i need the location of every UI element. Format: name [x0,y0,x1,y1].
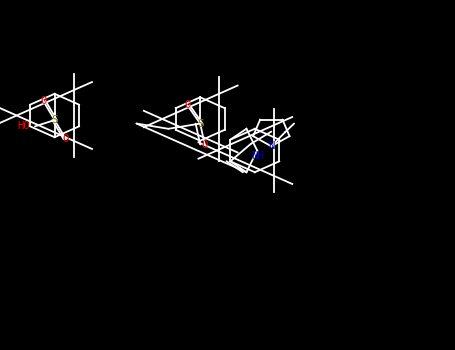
Text: S: S [197,119,203,128]
Text: O: O [184,100,191,110]
Text: HO: HO [17,121,30,131]
Text: O: O [40,96,46,106]
Text: NH: NH [251,151,263,161]
Text: O: O [202,140,208,149]
Text: N: N [268,141,274,151]
Text: O: O [63,134,69,144]
Text: S: S [51,115,58,125]
